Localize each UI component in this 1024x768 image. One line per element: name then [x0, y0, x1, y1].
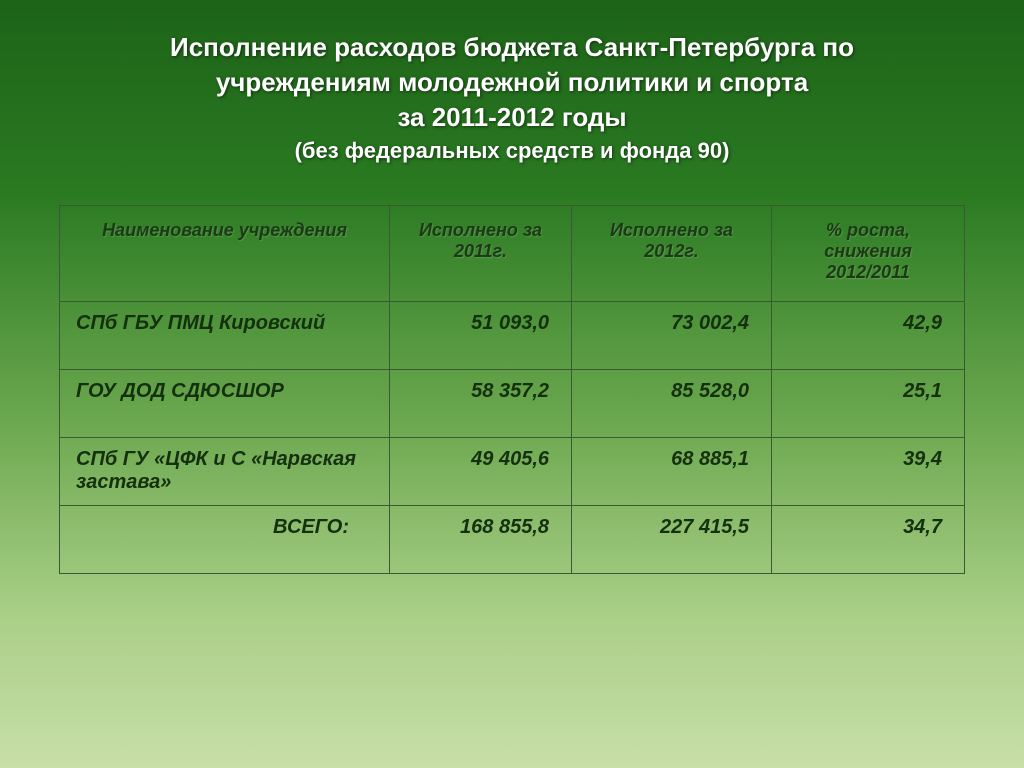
- total-2012: 227 415,5: [572, 506, 772, 574]
- table-total-row: ВСЕГО: 168 855,8 227 415,5 34,7: [60, 506, 965, 574]
- cell-name: ГОУ ДОД СДЮСШОР: [60, 370, 390, 438]
- table-header-row: Наименование учреждения Исполнено за 201…: [60, 206, 965, 302]
- total-2011: 168 855,8: [390, 506, 572, 574]
- cell-2012: 73 002,4: [572, 302, 772, 370]
- title-line-2: учреждениям молодежной политики и спорта: [50, 65, 974, 100]
- cell-growth: 42,9: [772, 302, 965, 370]
- col-header-growth: % роста, снижения 2012/2011: [772, 206, 965, 302]
- cell-2011: 51 093,0: [390, 302, 572, 370]
- cell-name: СПб ГБУ ПМЦ Кировский: [60, 302, 390, 370]
- cell-2011: 49 405,6: [390, 438, 572, 506]
- slide: Исполнение расходов бюджета Санкт-Петерб…: [0, 0, 1024, 768]
- cell-2012: 68 885,1: [572, 438, 772, 506]
- cell-name: СПб ГУ «ЦФК и С «Нарвская застава»: [60, 438, 390, 506]
- title-line-3: за 2011-2012 годы: [50, 100, 974, 135]
- col-header-name: Наименование учреждения: [60, 206, 390, 302]
- title-block: Исполнение расходов бюджета Санкт-Петерб…: [40, 30, 984, 167]
- table-row: ГОУ ДОД СДЮСШОР 58 357,2 85 528,0 25,1: [60, 370, 965, 438]
- total-label: ВСЕГО:: [60, 506, 390, 574]
- total-growth: 34,7: [772, 506, 965, 574]
- cell-growth: 39,4: [772, 438, 965, 506]
- cell-2012: 85 528,0: [572, 370, 772, 438]
- cell-growth: 25,1: [772, 370, 965, 438]
- title-subline: (без федеральных средств и фонда 90): [50, 135, 974, 167]
- col-header-2012: Исполнено за 2012г.: [572, 206, 772, 302]
- table-row: СПб ГБУ ПМЦ Кировский 51 093,0 73 002,4 …: [60, 302, 965, 370]
- table-row: СПб ГУ «ЦФК и С «Нарвская застава» 49 40…: [60, 438, 965, 506]
- cell-2011: 58 357,2: [390, 370, 572, 438]
- col-header-2011: Исполнено за 2011г.: [390, 206, 572, 302]
- budget-table: Наименование учреждения Исполнено за 201…: [59, 205, 965, 574]
- title-line-1: Исполнение расходов бюджета Санкт-Петерб…: [50, 30, 974, 65]
